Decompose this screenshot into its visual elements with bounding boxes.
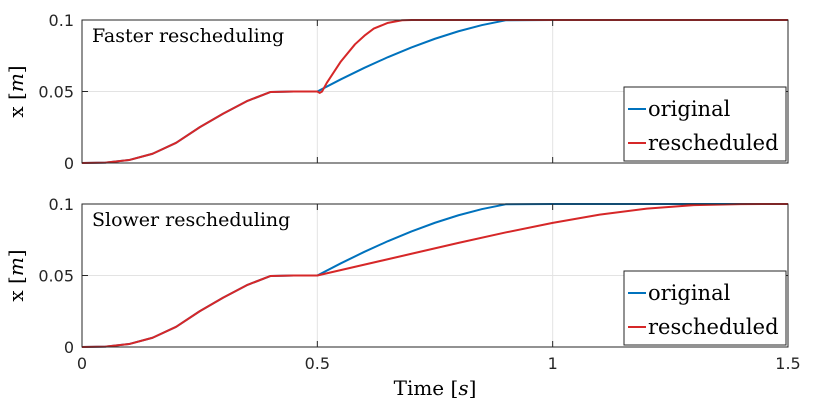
x-tick-label: 1.5	[775, 354, 800, 373]
panel-2: 0 0.05 0.1 0 0.5 1 1.5 x [m] Time [s] Slower resc…	[4, 195, 801, 400]
x-tick-label: 1	[548, 354, 558, 373]
legend-label-original: original	[648, 97, 731, 121]
x-tick-label: 0	[77, 354, 87, 373]
legend: original rescheduled	[623, 86, 787, 162]
panel-annotation: Faster rescheduling	[92, 25, 284, 47]
legend-box	[623, 86, 787, 162]
legend-label-rescheduled: rescheduled	[648, 315, 779, 339]
y-tick-label: 0.05	[38, 83, 74, 102]
legend-label-original: original	[648, 281, 731, 305]
x-axis-label: Time [s]	[394, 376, 477, 400]
x-tick-label: 0.5	[305, 354, 330, 373]
legend-box	[623, 270, 787, 346]
y-tick-label: 0.1	[49, 11, 74, 30]
y-tick-label: 0	[64, 338, 74, 357]
panel-annotation: Slower rescheduling	[92, 209, 290, 231]
y-tick-label: 0	[64, 154, 74, 173]
series-line-rescheduled	[81, 203, 788, 348]
panel-1: 0 0.05 0.1 x [m] Faster rescheduling original…	[4, 11, 789, 173]
y-axis-label: x [m]	[4, 65, 28, 117]
legend-label-rescheduled: rescheduled	[648, 131, 779, 155]
y-axis-label: x [m]	[4, 249, 28, 301]
y-tick-label: 0.05	[38, 267, 74, 286]
legend: original rescheduled	[623, 270, 787, 346]
y-tick-label: 0.1	[49, 195, 74, 214]
